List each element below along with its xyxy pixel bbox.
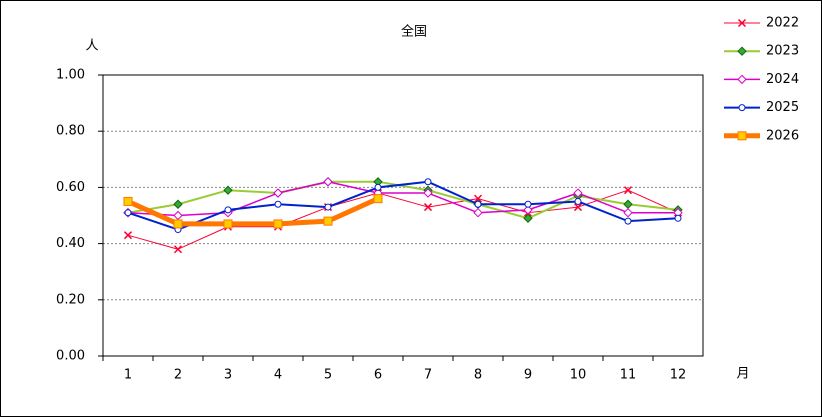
legend-label: 2022 — [766, 16, 799, 31]
marker — [573, 188, 583, 198]
marker — [473, 207, 483, 218]
marker — [738, 104, 746, 112]
marker — [573, 203, 583, 212]
marker — [474, 200, 482, 208]
x-tick-label: 9 — [524, 368, 532, 383]
y-tick-label: 0.20 — [56, 292, 85, 307]
marker — [173, 199, 183, 209]
marker — [737, 18, 747, 28]
marker — [123, 231, 133, 240]
marker — [523, 213, 533, 224]
marker — [173, 219, 183, 229]
x-tick-label: 6 — [374, 368, 382, 383]
marker — [473, 194, 483, 203]
marker — [223, 185, 233, 195]
x-tick-label: 8 — [474, 368, 482, 383]
series-line — [126, 196, 380, 227]
marker — [274, 200, 282, 208]
x-tick-label: 11 — [620, 368, 637, 383]
marker — [737, 131, 747, 141]
legend-label: 2023 — [766, 44, 799, 59]
marker — [623, 207, 633, 218]
y-tick-label: 0.00 — [56, 349, 85, 364]
marker — [423, 203, 433, 212]
y-tick-label: 1.00 — [56, 68, 85, 83]
marker — [323, 177, 333, 187]
legend-label: 2026 — [766, 128, 799, 143]
x-tick-label: 5 — [324, 368, 332, 383]
x-tick-label: 3 — [224, 368, 232, 383]
y-tick-label: 0.80 — [56, 124, 85, 139]
x-tick-label: 2 — [174, 368, 182, 383]
marker — [124, 209, 132, 217]
legend-label: 2024 — [766, 72, 799, 87]
marker — [323, 216, 333, 226]
marker — [574, 197, 582, 205]
marker — [623, 186, 633, 195]
marker — [173, 245, 183, 254]
x-tick-label: 12 — [670, 368, 687, 383]
marker — [523, 205, 533, 215]
marker — [273, 188, 283, 198]
marker — [524, 200, 532, 208]
x-tick-label: 10 — [570, 368, 587, 383]
legend-label: 2025 — [766, 100, 799, 115]
marker — [737, 46, 747, 56]
marker — [224, 206, 232, 214]
marker — [423, 188, 433, 198]
marker — [123, 196, 133, 206]
x-tick-label: 1 — [124, 368, 132, 383]
marker — [273, 219, 283, 229]
marker — [624, 217, 632, 225]
series-line — [127, 180, 679, 220]
series-line — [127, 180, 679, 231]
x-tick-label: 4 — [274, 368, 282, 383]
x-axis-label: 月 — [736, 367, 749, 382]
marker — [373, 194, 383, 204]
marker — [737, 74, 747, 85]
y-axis-label: 人 — [85, 39, 98, 54]
chart-title: 全国 — [401, 24, 427, 40]
y-tick-label: 0.40 — [56, 236, 85, 251]
marker — [424, 178, 432, 186]
marker — [374, 183, 382, 191]
marker — [223, 219, 233, 229]
marker — [324, 203, 332, 211]
y-tick-label: 0.60 — [56, 180, 85, 195]
x-tick-label: 7 — [424, 368, 432, 383]
marker — [674, 214, 682, 222]
